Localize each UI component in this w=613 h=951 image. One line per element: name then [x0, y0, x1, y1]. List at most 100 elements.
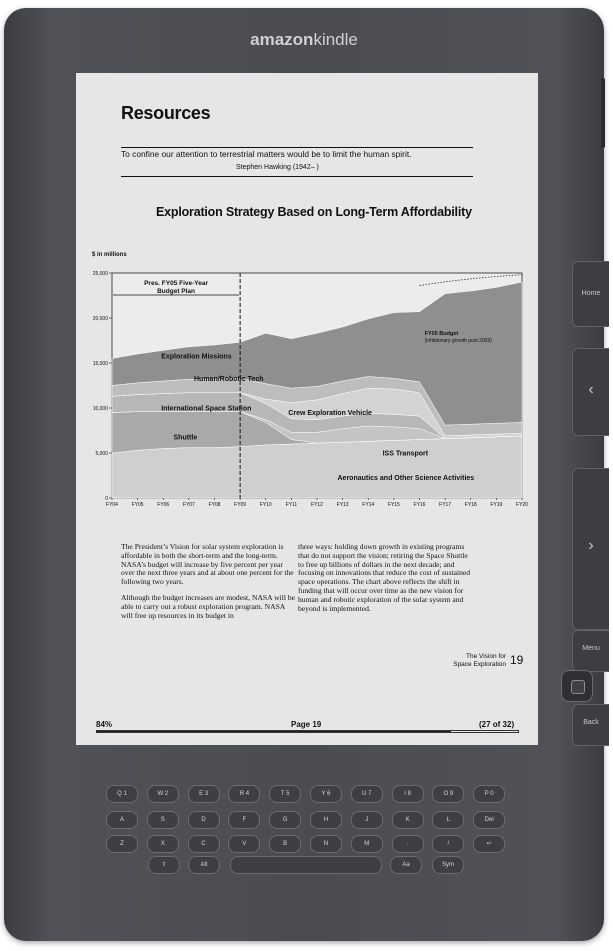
footer-title: The Vision for Space Exploration [453, 653, 506, 668]
key[interactable]: E 3 [187, 785, 220, 803]
key[interactable]: U 7 [350, 785, 383, 803]
annotation-five-year-line2: Budget Plan [157, 288, 195, 295]
chevron-left-icon: ‹ [588, 381, 594, 398]
status-page: Page 19 [291, 720, 322, 729]
series-label: Aeronautics and Other Science Activities [338, 475, 475, 482]
key[interactable]: Del [473, 811, 506, 829]
key[interactable]: O 9 [432, 785, 465, 803]
key[interactable]: X [146, 835, 179, 853]
key[interactable]: W 2 [146, 785, 179, 803]
page-content: Resources To confine our attention to te… [76, 73, 538, 745]
series-label: International Space Station [161, 405, 251, 412]
key[interactable]: S [146, 811, 179, 829]
back-button[interactable]: Back [572, 704, 609, 746]
x-tick-label: FY20 [516, 502, 528, 508]
prev-page-button[interactable]: ‹ [572, 348, 609, 436]
quote-rule-bottom [121, 176, 473, 177]
key[interactable]: Aa [390, 856, 422, 874]
progress-fill [97, 731, 451, 732]
annotation-fy05-line1: FY05 Budget [425, 331, 459, 337]
annotation-fy05-line2: (inflationary growth post 2009) [425, 338, 493, 344]
x-tick-label: FY17 [439, 502, 451, 508]
series-label: Crew Exploration Vehicle [288, 410, 372, 417]
key[interactable]: D [187, 811, 220, 829]
series-label: ISS Transport [383, 450, 429, 457]
key[interactable]: N [310, 835, 342, 853]
x-tick-label: FY16 [414, 502, 426, 508]
status-location-range: (27 of 32) [479, 720, 515, 729]
x-tick-label: FY14 [362, 502, 374, 508]
progress-bar [96, 730, 519, 733]
series-label: Shuttle [174, 435, 198, 442]
area-series-6 [111, 281, 523, 426]
key[interactable]: Q 1 [106, 785, 138, 803]
key[interactable]: Alt [188, 856, 220, 874]
x-tick-label: FY04 [106, 502, 118, 508]
key[interactable]: B [269, 835, 302, 853]
key[interactable]: A [106, 811, 138, 829]
quote-rule-top [121, 147, 473, 148]
key[interactable]: / [432, 835, 465, 853]
home-button[interactable]: Home [572, 261, 609, 327]
x-tick-label: FY11 [286, 502, 298, 508]
key[interactable]: L [432, 811, 465, 829]
key[interactable]: V [228, 835, 261, 853]
series-label: Human/Robotic Tech [194, 376, 263, 383]
y-tick-label: 15,000 [93, 361, 109, 367]
body-column-left: The President’s Vision for solar system … [121, 542, 297, 627]
x-tick-label: FY13 [337, 502, 349, 508]
y-tick-label: 25,000 [93, 271, 109, 277]
annotation-five-year-line1: Pres. FY05 Five-Year [144, 280, 208, 287]
status-percent: 84% [96, 720, 113, 729]
key[interactable]: ⇧ [148, 856, 180, 874]
key[interactable]: R 4 [228, 785, 261, 803]
key[interactable]: M [350, 835, 383, 853]
x-tick-label: FY07 [183, 502, 195, 508]
chart-title: Exploration Strategy Based on Long-Term … [156, 205, 472, 219]
x-tick-label: FY10 [260, 502, 272, 508]
key[interactable]: K [391, 811, 424, 829]
key[interactable]: Sym [432, 856, 464, 874]
key[interactable]: G [269, 811, 302, 829]
x-tick-label: FY19 [490, 502, 502, 508]
y-tick-label: 10,000 [93, 406, 109, 412]
budget-area-chart: Aeronautics and Other Science Activities… [92, 252, 528, 508]
body-paragraph: three ways: holding down growth in exist… [298, 542, 471, 613]
x-tick-label: FY18 [465, 502, 477, 508]
footer-page-number: 19 [510, 653, 524, 667]
x-tick-label: FY09 [234, 502, 246, 508]
e-ink-screen: Resources To confine our attention to te… [76, 73, 538, 745]
power-button[interactable] [601, 78, 605, 148]
body-column-right: three ways: holding down growth in exist… [298, 542, 474, 620]
key[interactable]: C [187, 835, 220, 853]
next-page-button[interactable]: › [572, 468, 609, 630]
menu-button[interactable]: Menu [572, 630, 609, 672]
space-bar[interactable] [230, 856, 382, 874]
chevron-right-icon: › [588, 537, 594, 554]
key[interactable]: T 5 [269, 785, 302, 803]
key[interactable]: Z [106, 835, 138, 853]
fy05-budget-line [419, 274, 523, 286]
key[interactable]: ↵ [473, 835, 506, 853]
quote-text: To confine our attention to terrestrial … [121, 149, 412, 159]
y-tick-label: 20,000 [93, 316, 109, 322]
key[interactable]: I 8 [391, 785, 424, 803]
key[interactable]: F [228, 811, 261, 829]
x-tick-label: FY15 [388, 502, 400, 508]
five-way-controller[interactable] [561, 670, 593, 702]
key[interactable]: J [350, 811, 383, 829]
key[interactable]: . [391, 835, 424, 853]
body-paragraph: The President’s Vision for solar system … [121, 542, 294, 587]
key[interactable]: H [310, 811, 342, 829]
body-paragraph: Although the budget increases are modest… [121, 592, 295, 620]
x-tick-label: FY12 [311, 502, 323, 508]
page-heading: Resources [121, 103, 211, 123]
x-tick-label: FY05 [132, 502, 144, 508]
y-tick-label: 0 [105, 496, 108, 502]
five-way-select[interactable] [571, 680, 585, 694]
x-tick-label: FY06 [157, 502, 169, 508]
key[interactable]: Y 6 [310, 785, 342, 803]
y-axis-label: $ in millions [92, 252, 127, 258]
key[interactable]: P 0 [473, 785, 506, 803]
brand-logo: amazonkindle [250, 30, 358, 49]
